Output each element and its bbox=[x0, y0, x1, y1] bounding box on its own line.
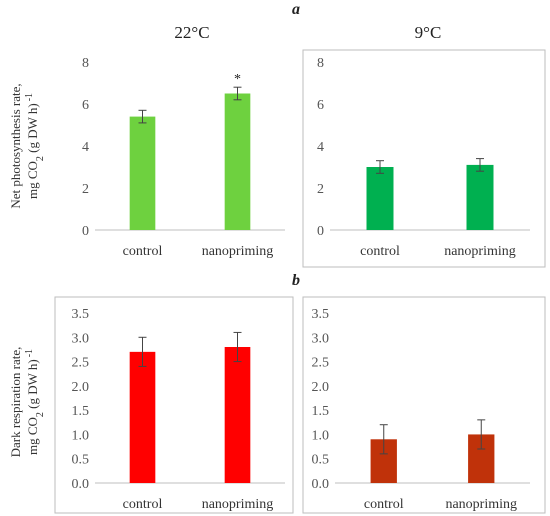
y-tick-label: 0 bbox=[317, 224, 324, 239]
temperature-label-9: 9°C bbox=[415, 23, 442, 42]
significance-marker: * bbox=[234, 72, 241, 87]
chart-frame bbox=[302, 49, 546, 268]
y-tick-label: 2 bbox=[82, 182, 89, 197]
y-axis-label-photosynthesis-line1: Net photosynthesis rate, bbox=[8, 83, 23, 208]
chart-4: 0.0 0.5 1.0 1.5 2.0 2.5 3.0 3.5 control nanoprimi… bbox=[302, 296, 546, 514]
bar-nanopriming bbox=[466, 164, 494, 230]
y-tick-label: 8 bbox=[317, 56, 324, 71]
y-tick-label: 3.0 bbox=[72, 331, 90, 346]
chart-frame bbox=[302, 296, 546, 514]
charts: 0 2 4 6 8 control * nanopriming 0 2 4 6 8 control nano… bbox=[54, 49, 546, 514]
panel-label-a: a bbox=[292, 1, 300, 18]
chart-frame bbox=[54, 296, 294, 514]
chart-2: 0 2 4 6 8 control nanopriming bbox=[302, 49, 546, 268]
y-tick-label: 0.5 bbox=[312, 453, 330, 468]
y-tick-label: 1.0 bbox=[312, 428, 330, 443]
y-tick-label: 4 bbox=[317, 140, 324, 155]
bar-control bbox=[129, 116, 156, 230]
y-axis-label-respiration-line2: mg CO2 (g DW h)-1 bbox=[24, 349, 46, 455]
y-tick-label: 0.5 bbox=[72, 453, 90, 468]
y-tick-label: 6 bbox=[82, 98, 89, 113]
y-tick-label: 2.5 bbox=[72, 356, 90, 371]
y-axis-label-respiration-line1: Dark respiration rate, bbox=[8, 347, 23, 458]
bar-control bbox=[366, 167, 394, 230]
x-tick-label: nanopriming bbox=[444, 244, 516, 259]
x-tick-label: nanopriming bbox=[445, 497, 517, 512]
chart-1: 0 2 4 6 8 control * nanopriming bbox=[82, 56, 285, 259]
x-tick-label: control bbox=[360, 244, 400, 259]
panel-label-b: b bbox=[292, 272, 300, 289]
bar-control bbox=[129, 351, 156, 483]
x-tick-label: control bbox=[123, 244, 163, 259]
y-tick-label: 3.5 bbox=[72, 307, 90, 322]
y-tick-label: 2.5 bbox=[312, 356, 330, 371]
y-tick-label: 1.0 bbox=[72, 428, 90, 443]
chart-3: 0.0 0.5 1.0 1.5 2.0 2.5 3.0 3.5 control nanoprimi… bbox=[54, 296, 294, 514]
y-axis-label-photosynthesis-line2: mg CO2 (g DW h)-1 bbox=[24, 93, 46, 199]
y-tick-label: 3.0 bbox=[312, 331, 330, 346]
y-tick-label: 0.0 bbox=[72, 477, 90, 492]
bar-nanopriming bbox=[224, 93, 251, 230]
x-tick-label: nanopriming bbox=[202, 244, 274, 259]
y-tick-label: 2.0 bbox=[72, 380, 90, 395]
x-tick-label: nanopriming bbox=[202, 497, 274, 512]
bar-nanopriming bbox=[224, 347, 251, 483]
y-tick-label: 0.0 bbox=[312, 477, 330, 492]
y-tick-label: 2.0 bbox=[312, 380, 330, 395]
y-tick-label: 1.5 bbox=[72, 404, 90, 419]
y-tick-label: 6 bbox=[317, 98, 324, 113]
x-tick-label: control bbox=[123, 497, 163, 512]
y-tick-label: 3.5 bbox=[312, 307, 330, 322]
y-tick-label: 1.5 bbox=[312, 404, 330, 419]
y-tick-label: 8 bbox=[82, 56, 89, 71]
y-tick-label: 4 bbox=[82, 140, 89, 155]
x-tick-label: control bbox=[364, 497, 404, 512]
y-tick-label: 2 bbox=[317, 182, 324, 197]
y-tick-label: 0 bbox=[82, 224, 89, 239]
temperature-label-22: 22°C bbox=[174, 23, 209, 42]
